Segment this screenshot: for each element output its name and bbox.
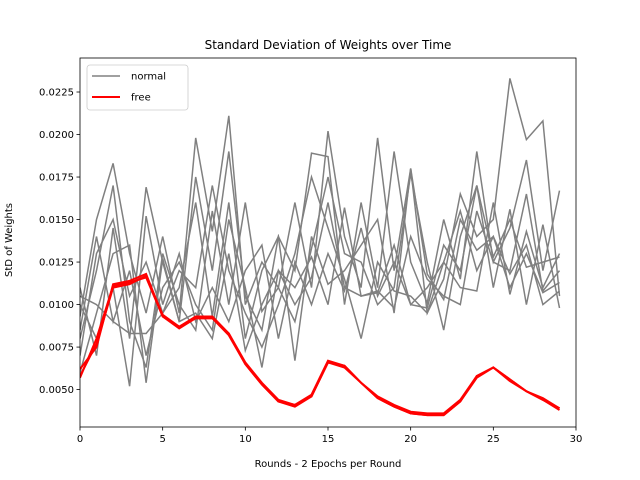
axes: 0 5 10 15 20 25 30 0.0050 0.0075 0.0100 0.0125 0.01… [39,57,583,445]
legend-label-normal: normal [131,72,166,83]
y-tick-label: 0.0175 [39,173,74,184]
normal-series-line-7 [80,168,560,361]
normal-series-line-2 [80,151,561,356]
x-tick-label: 30 [570,434,583,445]
series-layer [80,78,561,417]
legend: normal free [86,64,189,111]
chart-title: Standard Deviation of Weights over Time [205,38,452,52]
x-tick-label: 15 [322,434,335,445]
normal-series-line-5 [80,174,561,356]
y-tick-label: 0.0150 [39,215,74,226]
x-tick-label: 20 [404,434,417,445]
y-axis-title: StD of Weights [4,203,15,277]
legend-label-free: free [131,93,151,104]
x-axis-title: Rounds - 2 Epochs per Round [255,459,402,470]
x-tick-label: 5 [159,434,165,445]
normal-series-line-8 [80,185,560,383]
x-tick-label: 25 [487,434,500,445]
y-tick-label: 0.0200 [39,130,74,141]
y-tick-label: 0.0125 [39,258,74,269]
normal-series-line-3 [80,173,561,368]
y-tick-label: 0.0075 [39,343,74,354]
y-tick-label: 0.0050 [39,385,74,396]
free-series-line-3 [80,272,561,417]
y-tick-label: 0.0100 [39,300,74,311]
x-tick-label: 0 [77,434,83,445]
x-tick-label: 10 [239,434,252,445]
normal-series-line-4 [80,193,561,368]
y-tick-label: 0.0225 [39,88,74,99]
